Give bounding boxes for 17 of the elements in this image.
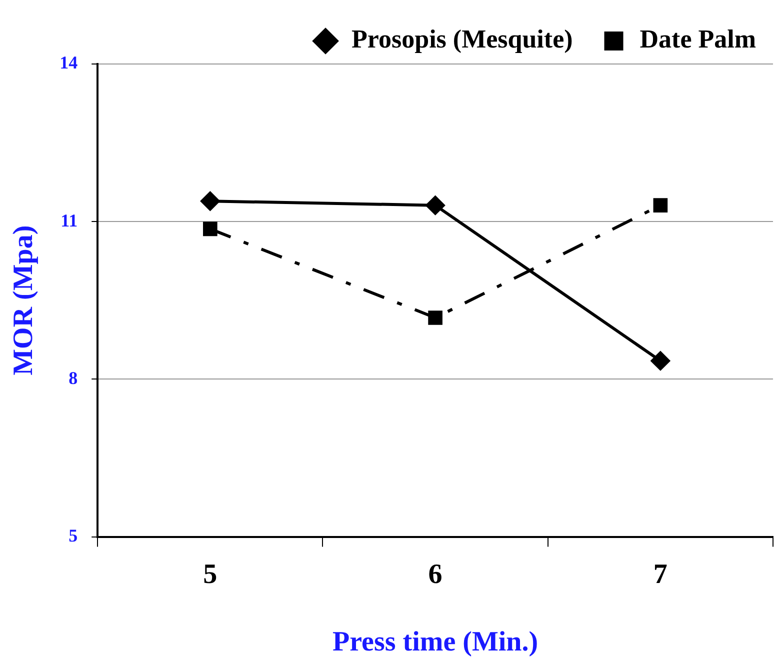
x-tick-label: 5 xyxy=(203,558,218,590)
y-tick-label: 11 xyxy=(60,210,78,230)
y-axis-title: MOR (Mpa) xyxy=(8,225,40,376)
point xyxy=(650,351,670,370)
point xyxy=(203,222,218,236)
point xyxy=(428,310,442,325)
x-tick-label: 7 xyxy=(653,558,668,590)
y-tick-label: 14 xyxy=(60,52,78,73)
y-tick-label: 5 xyxy=(68,525,78,546)
legend-label: Date Palm xyxy=(640,24,756,54)
point xyxy=(200,192,220,211)
y-tick-label: 8 xyxy=(68,368,78,388)
point xyxy=(653,198,668,212)
legend-label: Prosopis (Mesquite) xyxy=(352,24,573,54)
x-axis-title: Press time (Min.) xyxy=(332,626,538,658)
x-tick-label: 6 xyxy=(428,558,442,590)
point xyxy=(426,196,445,215)
